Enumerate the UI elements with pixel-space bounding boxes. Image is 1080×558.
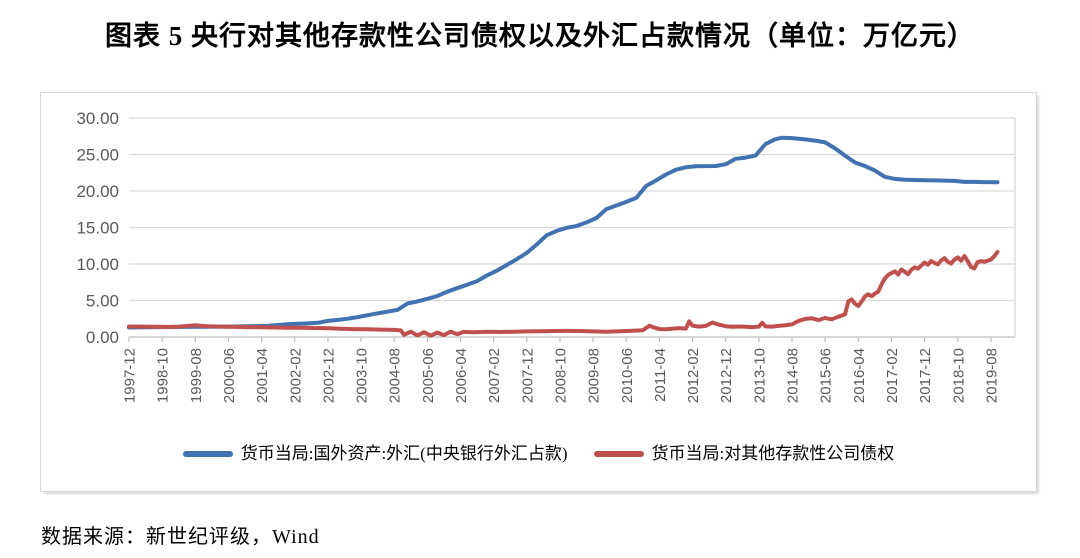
x-axis-label: 2004-08 bbox=[387, 348, 404, 403]
x-axis-label: 1998-10 bbox=[155, 348, 172, 403]
y-axis-label: 20.00 bbox=[76, 182, 119, 201]
x-axis-label: 2017-02 bbox=[884, 348, 901, 403]
data-source-note: 数据来源：新世纪评级，Wind bbox=[41, 526, 320, 548]
legend-label-odc-claims: 货币当局:对其他存款性公司债权 bbox=[651, 444, 895, 463]
y-axis-label: 10.00 bbox=[76, 255, 119, 274]
x-axis-label: 2000-06 bbox=[221, 348, 238, 403]
x-axis-label: 2005-06 bbox=[420, 348, 437, 403]
x-axis-label: 2001-04 bbox=[254, 348, 271, 403]
x-axis-label: 2007-02 bbox=[486, 348, 503, 403]
legend-label-fx-reserves: 货币当局:国外资产:外汇(中央银行外汇占款) bbox=[240, 444, 568, 463]
x-axis-label: 2012-02 bbox=[685, 348, 702, 403]
x-axis-label: 1997-12 bbox=[122, 348, 139, 403]
y-axis-label: 15.00 bbox=[76, 219, 119, 238]
series-line-odc-claims bbox=[127, 250, 1000, 338]
x-axis-label: 2017-12 bbox=[917, 348, 934, 403]
x-axis-label: 2008-10 bbox=[552, 348, 569, 403]
x-axis-label: 2002-12 bbox=[320, 348, 337, 403]
y-axis-label: 0.00 bbox=[86, 328, 119, 347]
x-axis-label: 2003-10 bbox=[354, 348, 371, 403]
x-axis-label: 2006-04 bbox=[453, 348, 470, 403]
x-axis-label: 2014-08 bbox=[785, 348, 802, 403]
y-axis-label: 30.00 bbox=[76, 109, 119, 128]
x-axis-label: 2007-12 bbox=[519, 348, 536, 403]
line-chart-svg: 0.00 5.00 10.00 15.00 20.00 25.00 30.00 1997-12… bbox=[76, 109, 1016, 403]
chart-title: 图表 5 央行对其他存款性公司债权以及外汇占款情况（单位：万亿元） bbox=[105, 21, 975, 51]
x-axis-label: 2011-04 bbox=[652, 348, 669, 402]
x-axis-label: 2002-02 bbox=[287, 348, 304, 403]
x-axis-label: 2019-08 bbox=[983, 348, 1000, 403]
x-axis-label: 2015-06 bbox=[818, 348, 835, 403]
legend-item-odc-claims: 货币当局:对其他存款性公司债权 bbox=[593, 444, 895, 463]
legend-swatch-red bbox=[593, 450, 644, 457]
y-axis-label: 25.00 bbox=[76, 146, 119, 165]
series-line-fx-reserves bbox=[127, 135, 1000, 330]
chart-area: 0.00 5.00 10.00 15.00 20.00 25.00 30.00 1997-12… bbox=[40, 92, 1037, 492]
x-axis-label: 2016-04 bbox=[851, 348, 868, 403]
x-axis-label: 2012-12 bbox=[718, 348, 735, 403]
x-axis-label: 1999-08 bbox=[188, 348, 205, 403]
x-axis-label: 2009-08 bbox=[586, 348, 603, 403]
legend-swatch-blue bbox=[182, 450, 233, 457]
legend-item-fx-reserves: 货币当局:国外资产:外汇(中央银行外汇占款) bbox=[182, 444, 568, 463]
x-axis-label: 2018-10 bbox=[950, 348, 967, 403]
chart-legend: 货币当局:国外资产:外汇(中央银行外汇占款) 货币当局:对其他存款性公司债权 bbox=[41, 445, 1036, 462]
x-axis-label: 2010-06 bbox=[619, 348, 636, 403]
y-axis-label: 5.00 bbox=[86, 292, 119, 311]
x-axis-label: 2013-10 bbox=[751, 348, 768, 403]
